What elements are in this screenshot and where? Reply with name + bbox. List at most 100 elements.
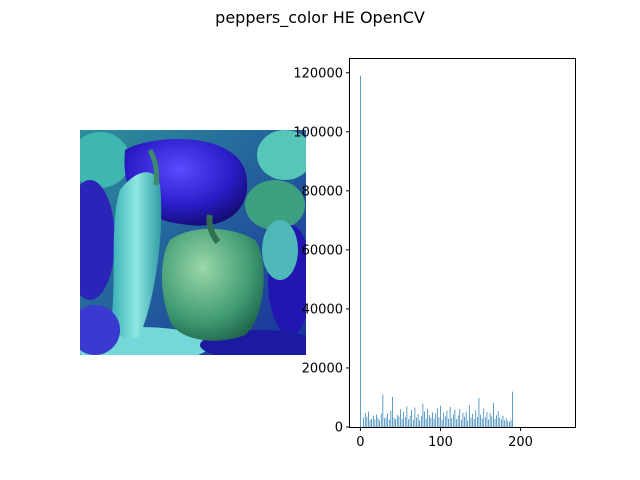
histogram-bar <box>452 414 454 427</box>
histogram-bar <box>382 394 384 427</box>
histogram-bar <box>409 415 411 427</box>
histogram-bar <box>392 396 393 427</box>
histogram-bar <box>459 408 461 427</box>
y-tick-label: 100000 <box>293 125 343 140</box>
histogram-bar <box>404 416 406 427</box>
peppers-photo-icon <box>80 130 306 355</box>
histogram-bar <box>443 412 445 427</box>
histogram-bar <box>436 408 438 427</box>
histogram-bar <box>428 415 430 427</box>
histogram-bars <box>360 75 513 428</box>
x-axis: 0 100 200 <box>356 427 533 450</box>
histogram-bar <box>412 419 414 427</box>
histogram-bar <box>384 418 385 427</box>
y-tick-label: 40000 <box>302 302 343 317</box>
y-tick-label: 60000 <box>302 243 343 258</box>
histogram-bar <box>473 419 475 427</box>
histogram-bar <box>374 419 376 427</box>
plot-frame <box>349 58 576 428</box>
histogram-bar <box>406 406 408 427</box>
histogram-bar <box>364 412 366 427</box>
histogram-bar <box>422 403 424 427</box>
histogram-bar <box>398 416 400 427</box>
histogram-bar <box>465 411 467 427</box>
histogram-bar <box>472 413 473 427</box>
histogram-bar <box>396 414 398 427</box>
histogram-bar <box>501 419 502 427</box>
histogram-bar <box>408 419 409 427</box>
histogram-bar <box>401 418 403 427</box>
histogram-bar <box>372 415 374 427</box>
histogram-bar <box>505 418 507 427</box>
histogram-bar <box>395 419 397 427</box>
histogram-bar <box>494 418 496 427</box>
histogram-bar <box>478 398 480 427</box>
histogram-bar <box>420 416 422 427</box>
histogram-bar <box>504 420 505 427</box>
histogram-bar <box>456 419 457 427</box>
histogram-bar <box>441 419 443 427</box>
histogram-bar <box>451 418 453 427</box>
histogram-bar <box>489 413 491 427</box>
histogram-bar <box>507 420 509 427</box>
histogram-bar <box>476 416 478 427</box>
histogram-bar <box>454 409 456 427</box>
histogram-bar <box>440 405 441 427</box>
histogram-bar <box>425 418 427 427</box>
histogram-bar <box>468 405 470 427</box>
histogram-bar <box>510 419 512 427</box>
histogram-bar <box>499 417 501 427</box>
histogram-bar <box>497 411 499 427</box>
y-tick-label: 0 <box>335 421 343 436</box>
y-axis: 0 20000 40000 60000 80000 100000 120000 <box>293 66 350 436</box>
histogram-bar <box>446 410 448 427</box>
histogram-bar <box>438 417 440 427</box>
y-tick-label: 120000 <box>293 66 343 81</box>
histogram-bar <box>433 419 435 427</box>
histogram-bar <box>509 421 510 427</box>
histogram-bar <box>480 414 481 427</box>
histogram-bar <box>411 409 413 427</box>
histogram-bar <box>377 417 379 427</box>
histogram-bar <box>496 415 497 427</box>
histogram-bar <box>400 409 401 427</box>
histogram-bar <box>432 412 433 427</box>
histogram-bar <box>366 416 368 427</box>
histogram-bar <box>467 420 469 427</box>
histogram-bar <box>483 408 485 427</box>
histogram-bar <box>414 407 416 427</box>
histogram-bar <box>444 416 446 427</box>
peppers-image <box>80 130 306 355</box>
histogram-bar <box>460 419 462 427</box>
y-tick-label: 80000 <box>302 184 343 199</box>
histogram-bar <box>416 417 417 427</box>
histogram-bar <box>427 408 429 427</box>
histogram-bar <box>512 391 513 427</box>
histogram-bar <box>393 418 395 427</box>
histogram-bar <box>486 411 488 427</box>
histogram-bar <box>388 419 390 427</box>
histogram-bar <box>435 413 437 427</box>
histogram-bar <box>363 417 364 427</box>
histogram-bar <box>390 410 392 427</box>
histogram-bar <box>403 411 405 427</box>
histogram-bar <box>488 419 489 427</box>
histogram-bar <box>417 414 419 427</box>
histogram-bar <box>449 406 451 427</box>
histogram-bar <box>448 418 449 427</box>
histogram-bar <box>462 412 464 427</box>
histogram-bar <box>493 402 494 427</box>
histogram-bar <box>491 416 493 427</box>
histogram-bar <box>424 411 425 427</box>
histogram-bar <box>368 411 369 427</box>
histogram-bar <box>360 75 361 428</box>
histogram-bar <box>481 418 483 427</box>
histogram-bar <box>379 420 381 427</box>
histogram-bar <box>380 413 382 427</box>
histogram-bar <box>387 413 389 427</box>
y-tick-label: 20000 <box>302 361 343 376</box>
histogram-bar <box>457 415 459 427</box>
histogram-bar <box>376 414 377 427</box>
